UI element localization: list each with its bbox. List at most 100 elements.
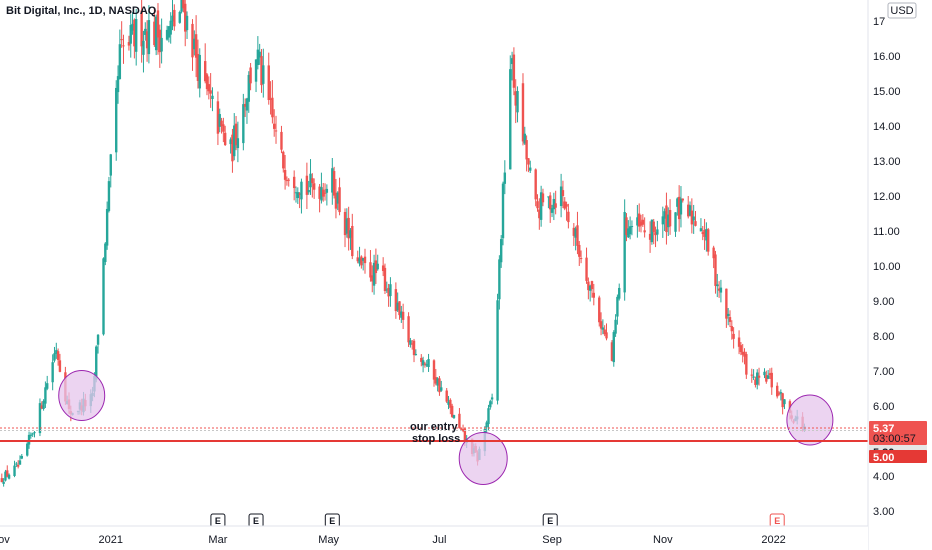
- candle: [559, 173, 563, 218]
- candle: [325, 184, 329, 206]
- candle-body: [423, 363, 427, 365]
- candle-body: [398, 301, 401, 316]
- candle-body: [6, 470, 9, 477]
- earnings-marker[interactable]: E: [248, 513, 264, 528]
- candle-body: [714, 254, 717, 286]
- candle: [400, 305, 403, 323]
- candle: [198, 48, 201, 98]
- candle-body: [458, 413, 461, 429]
- time-scale[interactable]: Nov 2021 Mar May Jul Sep Nov 2022: [0, 534, 786, 546]
- candle-body: [538, 209, 541, 219]
- candle-body: [523, 133, 526, 144]
- candle: [184, 0, 187, 47]
- candle-body: [258, 51, 261, 58]
- candle-body: [605, 332, 608, 339]
- candle: [460, 428, 463, 431]
- candle-body: [167, 26, 171, 38]
- candle: [610, 340, 614, 362]
- candle-body: [0, 478, 4, 483]
- currency-button[interactable]: USD: [887, 2, 917, 19]
- candle: [616, 294, 619, 325]
- candle-body: [356, 257, 359, 262]
- candle: [15, 461, 18, 467]
- candle-body: [409, 340, 412, 345]
- candle-body: [599, 321, 603, 329]
- candle: [539, 185, 543, 227]
- candle-body: [271, 97, 274, 118]
- candle: [218, 108, 221, 133]
- candle: [628, 216, 632, 240]
- candle: [207, 76, 211, 100]
- earnings-marker[interactable]: E: [324, 513, 340, 528]
- candle-body: [637, 213, 641, 227]
- candle-body: [414, 354, 418, 356]
- candle: [282, 150, 285, 173]
- candle-body: [598, 297, 601, 323]
- candle: [40, 401, 43, 410]
- y-tick-label: 13.00: [873, 156, 901, 168]
- candle-body: [499, 239, 503, 263]
- candle: [18, 455, 22, 465]
- candle-body: [434, 377, 438, 384]
- candle: [599, 312, 603, 336]
- candle: [756, 369, 759, 390]
- earnings-marker[interactable]: E: [210, 513, 226, 528]
- candle-body: [514, 91, 517, 106]
- candle-body: [118, 44, 122, 80]
- candle-body: [305, 175, 309, 195]
- candle-body: [705, 229, 708, 241]
- candle-body: [236, 138, 240, 149]
- candle: [550, 204, 554, 218]
- candle-body: [549, 195, 552, 210]
- candle-body: [38, 403, 42, 434]
- candle: [725, 288, 728, 328]
- candle-body: [338, 187, 341, 213]
- candle: [440, 380, 443, 392]
- candle-body: [717, 288, 721, 291]
- candle-body: [56, 351, 60, 360]
- candle: [661, 206, 665, 238]
- earnings-marker[interactable]: E: [542, 513, 558, 528]
- candle: [245, 97, 249, 124]
- candle-body: [489, 401, 492, 408]
- earnings-marker[interactable]: E: [769, 513, 785, 528]
- candle: [752, 369, 755, 381]
- candle-body: [318, 186, 321, 199]
- candle-body: [450, 405, 454, 417]
- candle-body: [311, 178, 314, 184]
- price-scale[interactable]: 3.00 4.00 5.00 6.00 7.00 8.00 9.00 10.00 11.00 12…: [873, 16, 901, 518]
- candle: [318, 184, 321, 213]
- candle: [779, 389, 783, 401]
- candle-body: [194, 34, 198, 58]
- candle-body: [127, 42, 131, 46]
- candle-body: [427, 359, 430, 367]
- candle: [347, 206, 350, 251]
- candle-body: [579, 258, 583, 260]
- candle-body: [485, 422, 488, 428]
- candle: [383, 263, 387, 294]
- candle: [717, 281, 721, 298]
- candle-body: [618, 287, 621, 299]
- candle-body: [665, 205, 668, 233]
- candle: [56, 348, 60, 366]
- candle-body: [331, 168, 334, 193]
- candle-body: [20, 455, 23, 459]
- candle: [242, 93, 245, 151]
- candle-body: [781, 393, 784, 408]
- candle: [576, 211, 579, 255]
- candle: [309, 159, 312, 195]
- candle-body: [527, 158, 530, 165]
- svg-text:E: E: [547, 516, 553, 526]
- candle: [427, 353, 430, 372]
- candle-body: [449, 399, 452, 408]
- candle: [145, 20, 149, 62]
- candle-body: [783, 399, 786, 405]
- y-tick-label: 17: [873, 16, 885, 28]
- candle: [561, 180, 565, 209]
- candle-body: [510, 58, 514, 65]
- candle: [158, 24, 161, 68]
- y-tick-label: 14.00: [873, 121, 901, 133]
- candle: [247, 71, 250, 113]
